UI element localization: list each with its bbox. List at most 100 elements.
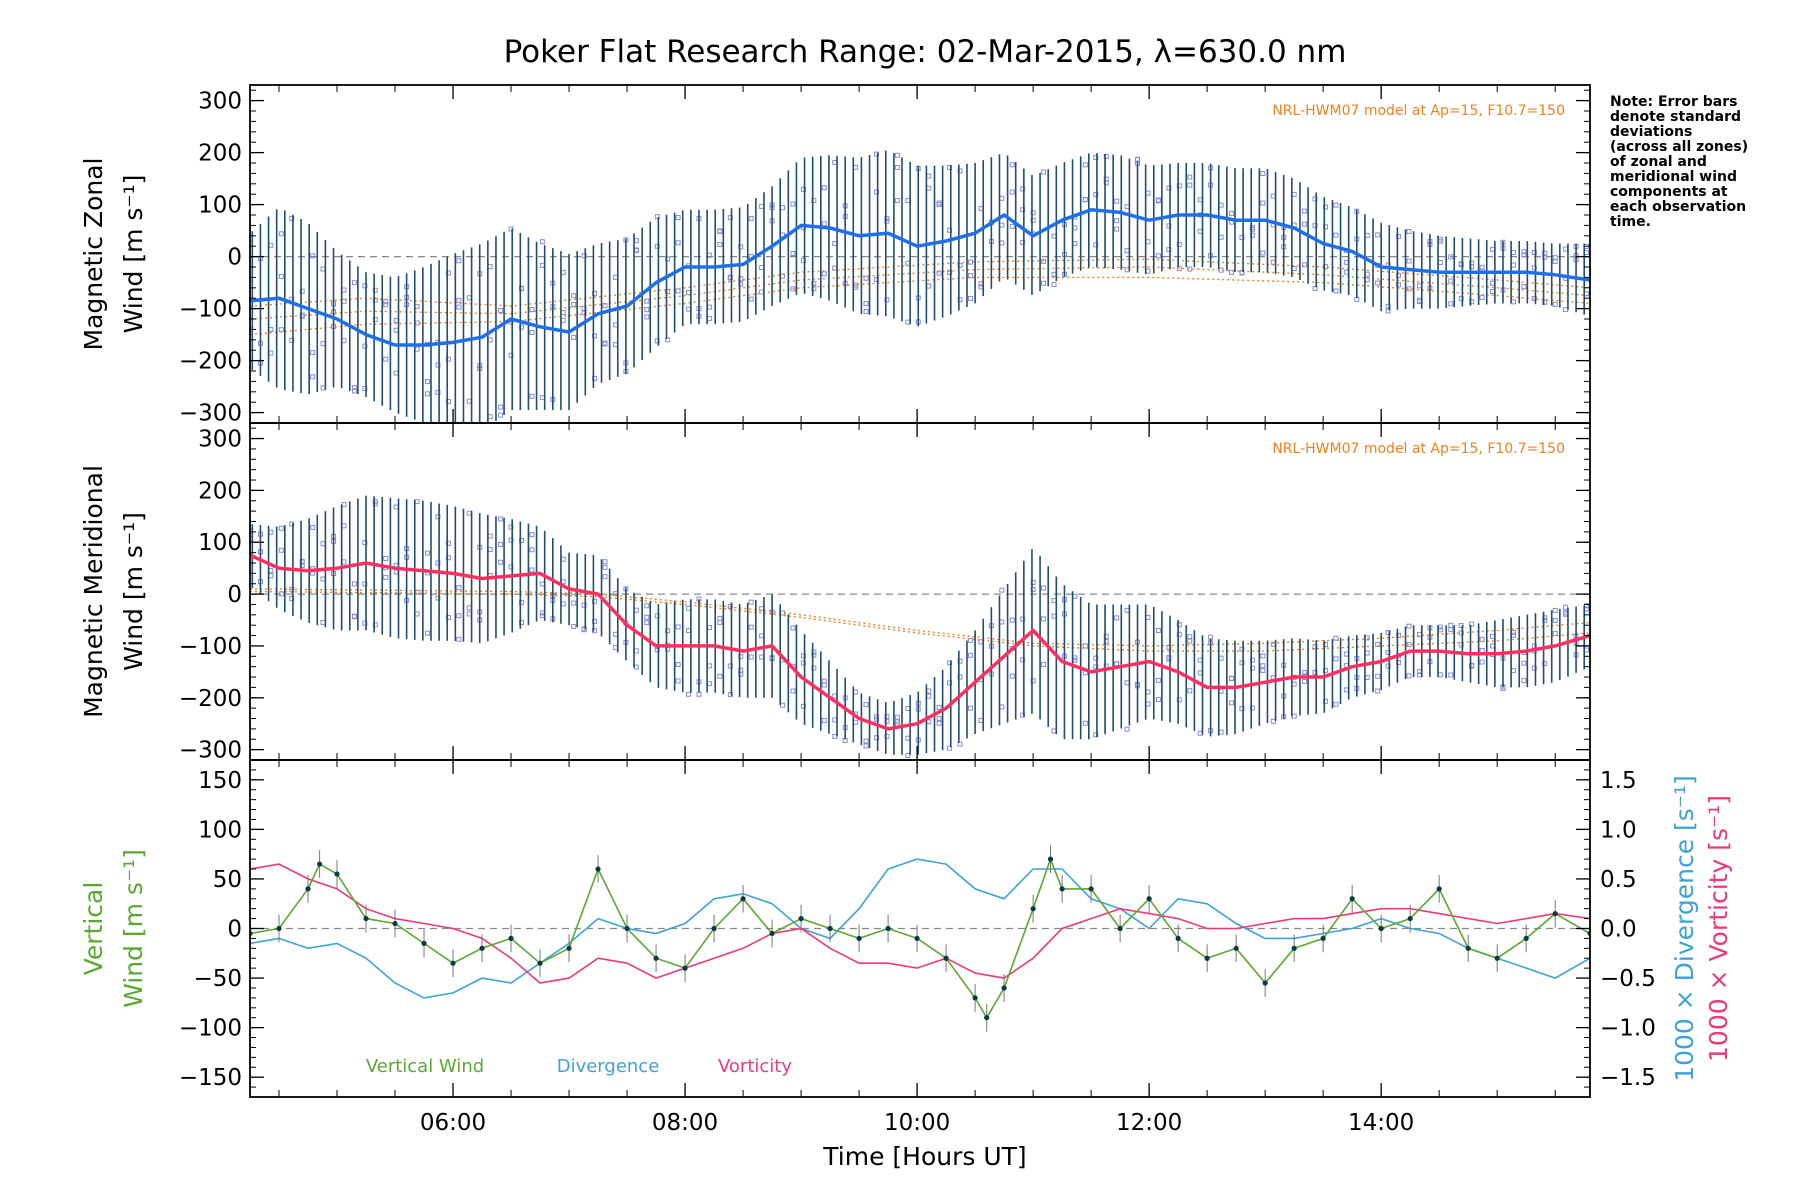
zone-point	[811, 280, 817, 286]
zone-point	[665, 256, 671, 262]
zone-point	[1385, 308, 1391, 314]
zone-point	[1093, 655, 1099, 661]
zone-point	[1322, 667, 1328, 673]
zone-point	[717, 228, 723, 234]
zone-point	[1448, 622, 1454, 628]
zone-point	[1552, 607, 1558, 613]
zone-point	[1114, 615, 1120, 621]
plot-area	[250, 495, 1590, 758]
zone-point	[529, 547, 535, 553]
zone-point	[863, 738, 869, 744]
zone-point	[1155, 253, 1161, 259]
zone-point	[1082, 197, 1088, 203]
zone-point	[1009, 617, 1015, 623]
vertical-wind-point	[1465, 945, 1471, 951]
zone-point	[518, 324, 524, 330]
zone-point	[508, 226, 514, 232]
zone-point	[1187, 174, 1193, 180]
zone-point	[863, 743, 869, 749]
zone-point	[1521, 660, 1527, 666]
y-tick-label: 0	[227, 582, 242, 608]
zone-point	[581, 626, 587, 632]
zone-point	[727, 692, 733, 698]
zone-point	[1552, 630, 1558, 636]
vertical-wind-point	[711, 925, 717, 932]
x-tick-label: 06:00	[420, 1110, 486, 1136]
zone-point	[1030, 678, 1036, 684]
zone-point	[508, 564, 514, 570]
zone-point	[665, 337, 671, 343]
vertical-wind-point	[769, 930, 775, 937]
zone-point	[1322, 224, 1328, 230]
zone-point	[1093, 192, 1099, 198]
y-axis-label: Magnetic Meridional	[79, 465, 108, 718]
zone-point	[1020, 616, 1026, 622]
zone-point	[581, 253, 587, 259]
legend: Vertical Wind Divergence Vorticity	[366, 1056, 793, 1077]
vertical-wind-point	[1552, 911, 1558, 917]
right-tick-label: 1.5	[1600, 768, 1637, 794]
zone-point	[644, 603, 650, 609]
zone-point	[884, 297, 890, 303]
x-tick-label: 12:00	[1116, 1110, 1182, 1136]
zone-point	[310, 253, 316, 259]
zone-point	[1051, 282, 1057, 288]
right-tick-label: −1.5	[1600, 1065, 1656, 1091]
zone-point	[1396, 282, 1402, 288]
zone-point	[1020, 186, 1026, 192]
zone-point	[957, 658, 963, 664]
zone-point	[1469, 299, 1475, 305]
zone-point	[1249, 705, 1255, 711]
vertical-wind-point	[1059, 886, 1065, 892]
zone-point	[383, 356, 389, 362]
x-tick-label: 10:00	[884, 1110, 950, 1136]
zone-point	[602, 559, 608, 565]
zone-point	[351, 280, 357, 286]
zonal-wind-panel: NRL-HWM07 model at Ap=15, F10.7=150−300−…	[79, 84, 1591, 427]
vorticity-axis-label: 1000 × Vorticity [s⁻¹]	[1704, 795, 1733, 1062]
zone-point	[1176, 697, 1182, 703]
zone-point	[278, 231, 284, 237]
zone-point	[1322, 204, 1328, 210]
zone-point	[1103, 180, 1109, 186]
zone-point	[1396, 660, 1402, 666]
zone-point	[957, 741, 963, 747]
zone-point	[602, 564, 608, 570]
vertical-wind-point	[1378, 925, 1384, 932]
zone-point	[905, 752, 911, 758]
zone-point	[1187, 182, 1193, 188]
vertical-wind-point	[479, 945, 485, 951]
zone-point	[1114, 198, 1120, 204]
vertical-wind-point	[595, 866, 601, 872]
zone-point	[456, 585, 462, 591]
zone-point	[967, 273, 973, 279]
zone-point	[884, 718, 890, 724]
zone-point	[1385, 663, 1391, 669]
zone-point	[811, 649, 817, 655]
zone-point	[1312, 644, 1318, 650]
zone-point	[310, 350, 316, 356]
zone-point	[435, 595, 441, 601]
vertical-wind-point	[1001, 985, 1007, 991]
zone-point	[602, 340, 608, 346]
zone-point	[884, 218, 890, 224]
zone-point	[936, 705, 942, 711]
vorticity-line	[250, 863, 1590, 984]
zone-point	[1458, 623, 1464, 629]
plot-area	[250, 150, 1590, 423]
zone-point	[425, 379, 431, 385]
zone-point	[1082, 162, 1088, 168]
zone-point	[498, 412, 504, 418]
zone-point	[1479, 294, 1485, 300]
zone-point	[1176, 631, 1182, 637]
vertical-wind-point	[624, 925, 630, 932]
y-tick-label: 100	[198, 817, 242, 843]
zone-point	[1322, 642, 1328, 648]
zone-point	[1542, 254, 1548, 260]
zone-point	[1542, 617, 1548, 623]
zone-point	[1260, 667, 1266, 673]
zone-point	[1312, 669, 1318, 675]
zone-point	[811, 665, 817, 671]
zone-point	[435, 362, 441, 368]
